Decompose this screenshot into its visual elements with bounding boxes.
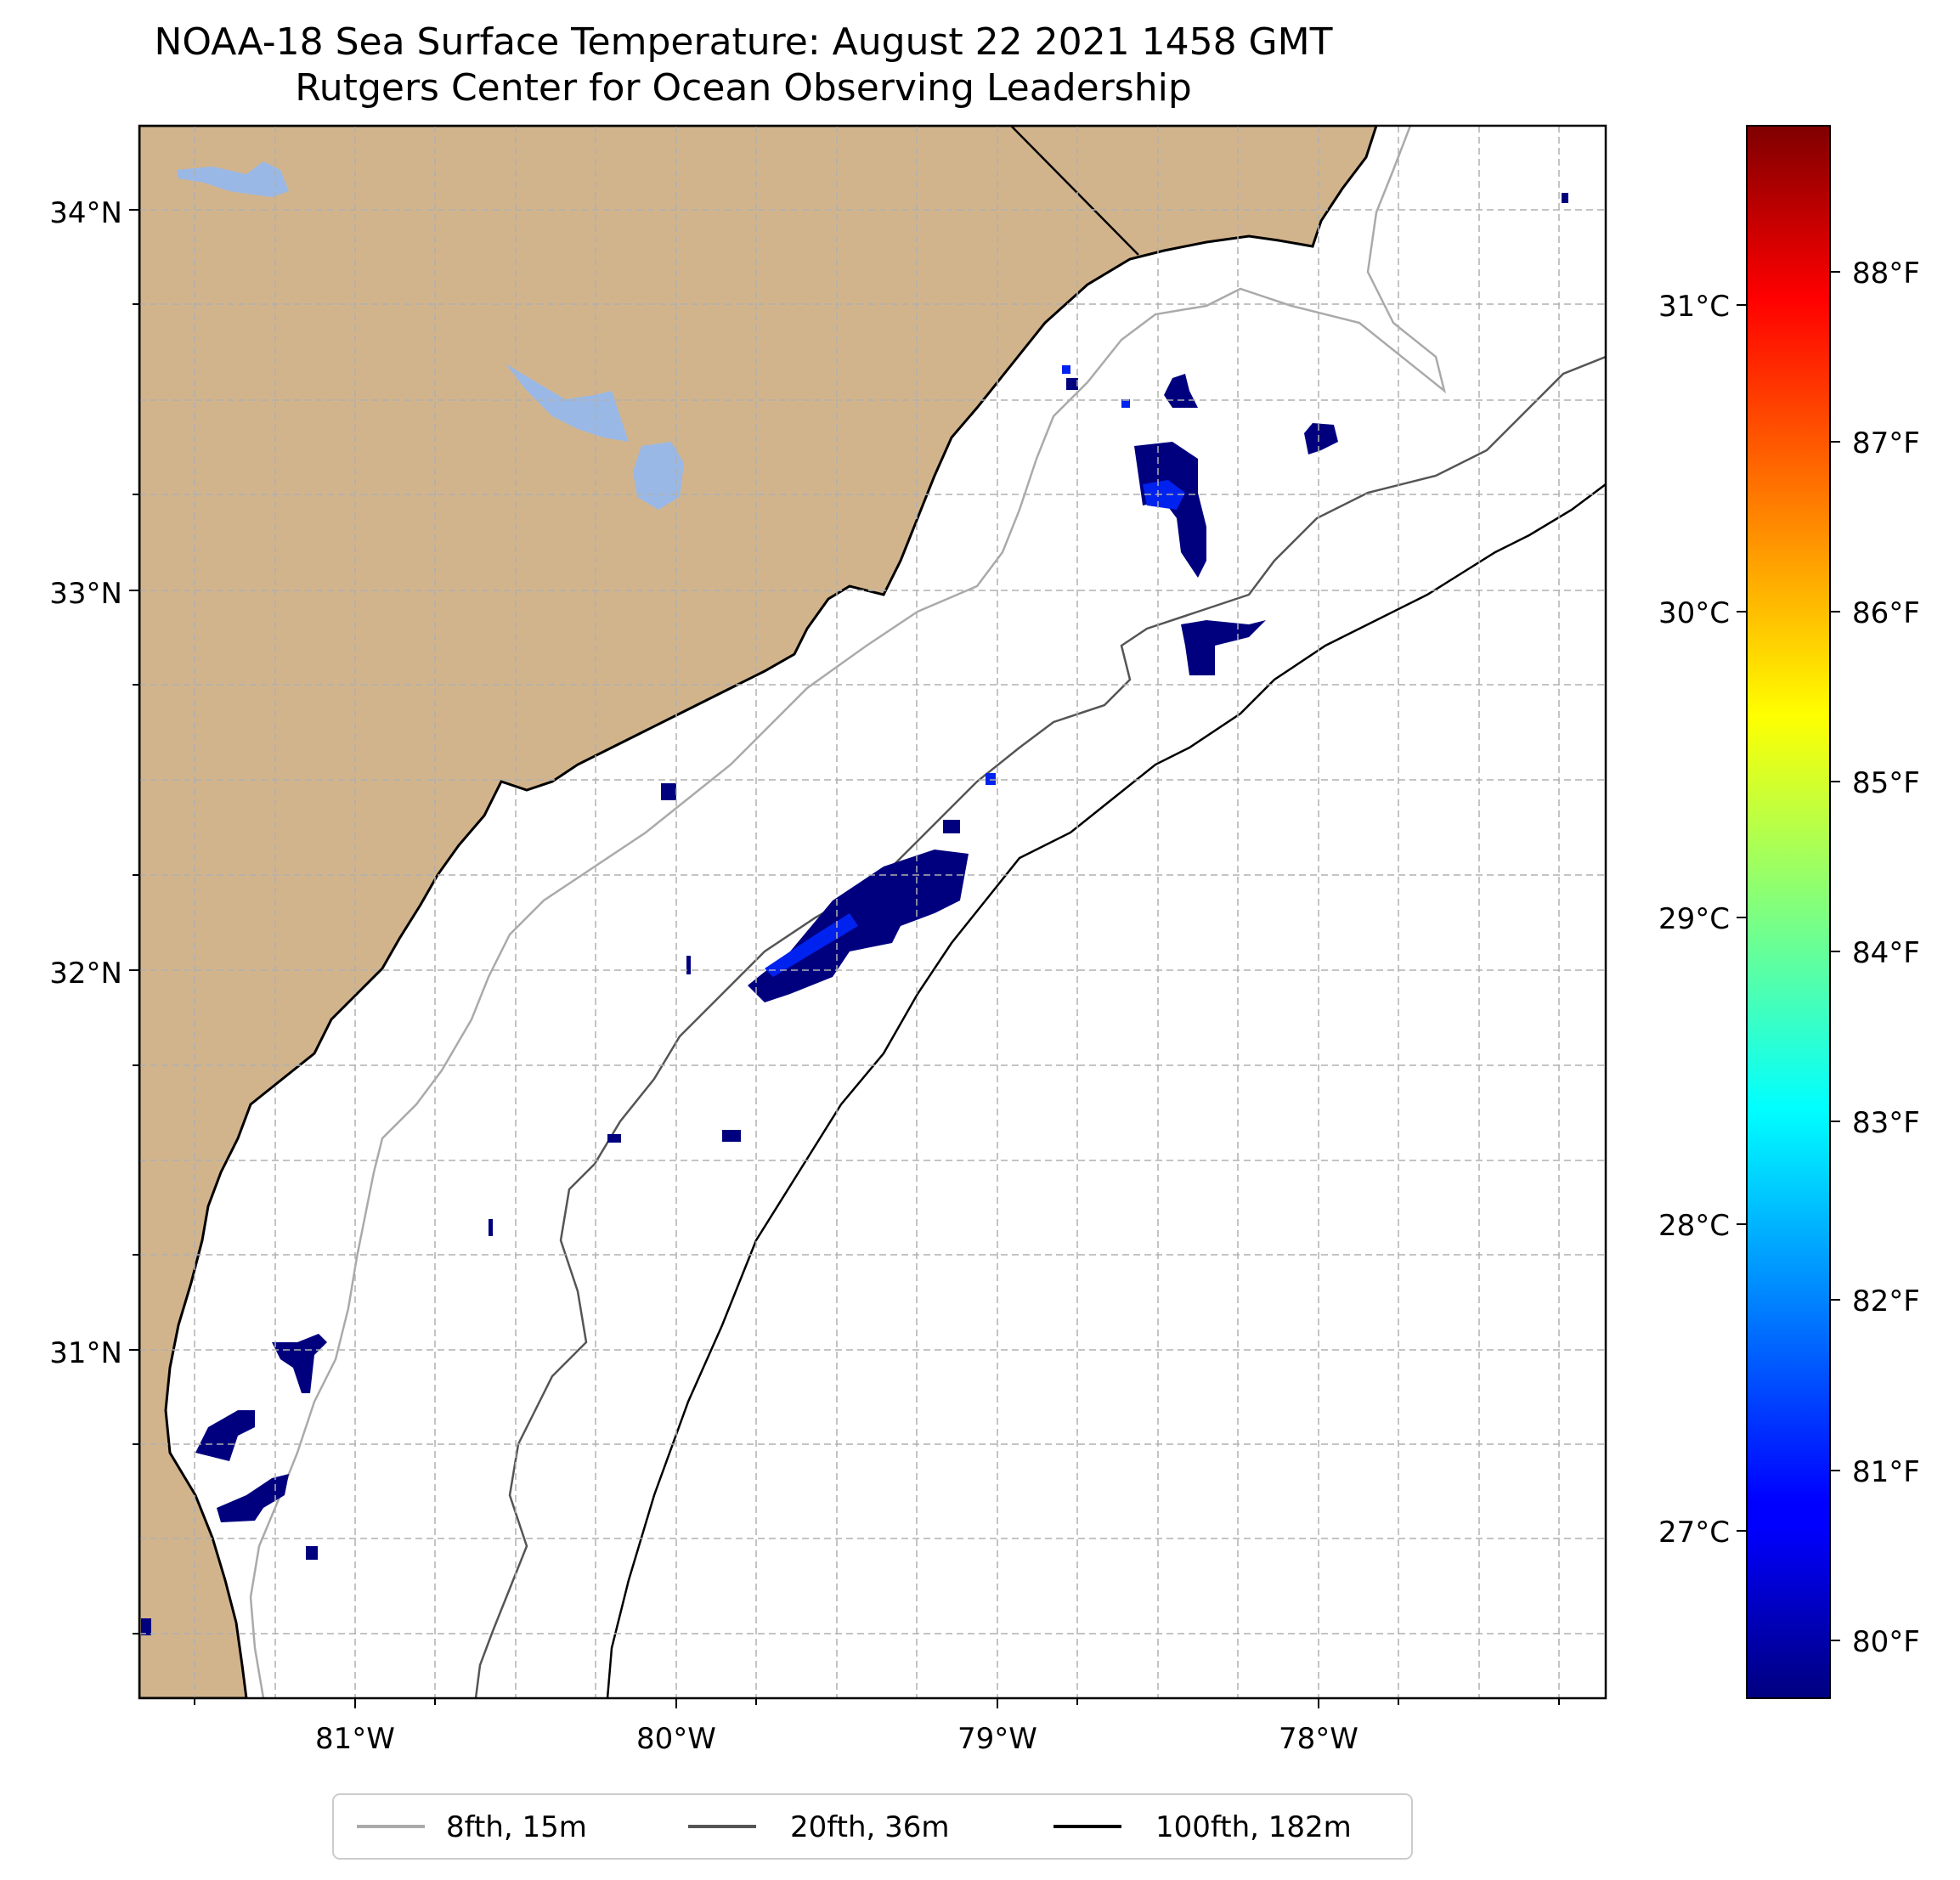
map-panel: 34°N 33°N 32°N 31°N 81°W 80°W 79°W 78°W xyxy=(49,124,1607,1756)
sst-patch-small-6 xyxy=(1562,193,1568,203)
fahrenheit-tick-label: 84°F xyxy=(1852,936,1920,970)
sst-patch-north-b xyxy=(1181,620,1266,675)
fahrenheit-tick-label: 88°F xyxy=(1852,257,1920,291)
legend-entry: 8fth, 15m xyxy=(357,1810,587,1844)
fahrenheit-tick-label: 86°F xyxy=(1852,596,1920,630)
lon-tick-label: 79°W xyxy=(957,1722,1037,1756)
lon-tick-label: 80°W xyxy=(636,1722,716,1756)
lat-tick-label: 33°N xyxy=(49,577,122,611)
sst-bright-streak-2 xyxy=(1143,480,1185,510)
lake-marion xyxy=(506,364,629,442)
isobath-100fth xyxy=(606,483,1606,1698)
fahrenheit-tick-label: 82°F xyxy=(1852,1284,1920,1318)
legend-label: 100fth, 182m xyxy=(1155,1810,1352,1844)
land-mass xyxy=(139,126,1378,1698)
lat-axis: 34°N 33°N 32°N 31°N xyxy=(49,196,139,1370)
colorbar-celsius-ticks: 27°C 28°C 29°C 30°C 31°C xyxy=(1658,290,1747,1550)
lake-north xyxy=(177,161,289,197)
celsius-tick-label: 31°C xyxy=(1658,290,1730,324)
legend-entry: 100fth, 182m xyxy=(1053,1810,1352,1844)
sst-pixels-bright xyxy=(765,365,1185,977)
sst-patch-small-4 xyxy=(607,1134,621,1143)
sst-patch-small-8 xyxy=(489,1219,493,1236)
fahrenheit-tick-label: 80°F xyxy=(1852,1625,1920,1659)
colorbar: 27°C 28°C 29°C 30°C 31°C 80°F 81°F 82°F … xyxy=(1658,125,1920,1699)
lat-tick-label: 31°N xyxy=(49,1336,122,1370)
isobath-8fth xyxy=(249,126,1447,1698)
sst-bright-dot-3 xyxy=(1121,399,1130,408)
sst-patch-small-5 xyxy=(1066,378,1078,390)
lon-tick-label: 81°W xyxy=(315,1722,395,1756)
colorbar-gradient xyxy=(1746,125,1831,1699)
colorbar-fahrenheit-ticks: 80°F 81°F 82°F 83°F 84°F 85°F 86°F 87°F … xyxy=(1830,257,1920,1659)
sst-patch-south-a xyxy=(272,1334,327,1393)
fahrenheit-tick-label: 87°F xyxy=(1852,426,1920,460)
fahrenheit-tick-label: 81°F xyxy=(1852,1455,1920,1489)
celsius-tick-label: 27°C xyxy=(1658,1516,1730,1550)
lat-tick-label: 32°N xyxy=(49,957,122,991)
sst-bright-dot-1 xyxy=(986,773,996,785)
celsius-tick-label: 29°C xyxy=(1658,902,1730,936)
lat-minor-ticks xyxy=(133,303,139,1634)
legend-entry: 20fth, 36m xyxy=(688,1810,950,1844)
state-border xyxy=(1010,126,1139,256)
map-frame xyxy=(138,124,1607,1700)
legend-box xyxy=(332,1793,1413,1860)
lon-axis: 81°W 80°W 79°W 78°W xyxy=(315,1698,1358,1756)
sst-patch-small-9 xyxy=(686,956,691,974)
chart-title: NOAA-18 Sea Surface Temperature: August … xyxy=(154,20,1333,64)
sst-patch-small-3 xyxy=(722,1130,741,1142)
celsius-tick-label: 30°C xyxy=(1658,596,1730,630)
sst-patch-small-7 xyxy=(306,1546,318,1560)
sst-patch-small-1 xyxy=(661,783,676,800)
celsius-tick-label: 28°C xyxy=(1658,1209,1730,1243)
sst-bright-dot-2 xyxy=(1062,365,1070,374)
legend-label: 8fth, 15m xyxy=(446,1810,587,1844)
sst-patch-south-c xyxy=(217,1474,289,1522)
lat-tick-label: 34°N xyxy=(49,196,122,230)
lon-minor-ticks xyxy=(194,1698,1560,1705)
chart-subtitle: Rutgers Center for Ocean Observing Leade… xyxy=(295,66,1192,110)
sst-patch-small-2 xyxy=(943,820,960,833)
sst-patch-small-10 xyxy=(141,1618,151,1635)
legend-label: 20fth, 36m xyxy=(790,1810,950,1844)
sst-patch-north-d xyxy=(1304,423,1338,454)
sst-bright-streak-1 xyxy=(765,913,858,977)
lon-tick-label: 78°W xyxy=(1279,1722,1358,1756)
fahrenheit-tick-label: 83°F xyxy=(1852,1106,1920,1140)
sst-pixels xyxy=(141,193,1568,1635)
sst-patch-north-a xyxy=(1134,442,1206,578)
sst-patch-south-b xyxy=(195,1410,255,1461)
sst-patch-north-c xyxy=(1164,374,1198,408)
lake-moultrie xyxy=(633,442,684,510)
fahrenheit-tick-label: 85°F xyxy=(1852,766,1920,800)
legend: 8fth, 15m 20fth, 36m 100fth, 182m xyxy=(332,1793,1413,1860)
map-grid xyxy=(139,126,1606,1698)
